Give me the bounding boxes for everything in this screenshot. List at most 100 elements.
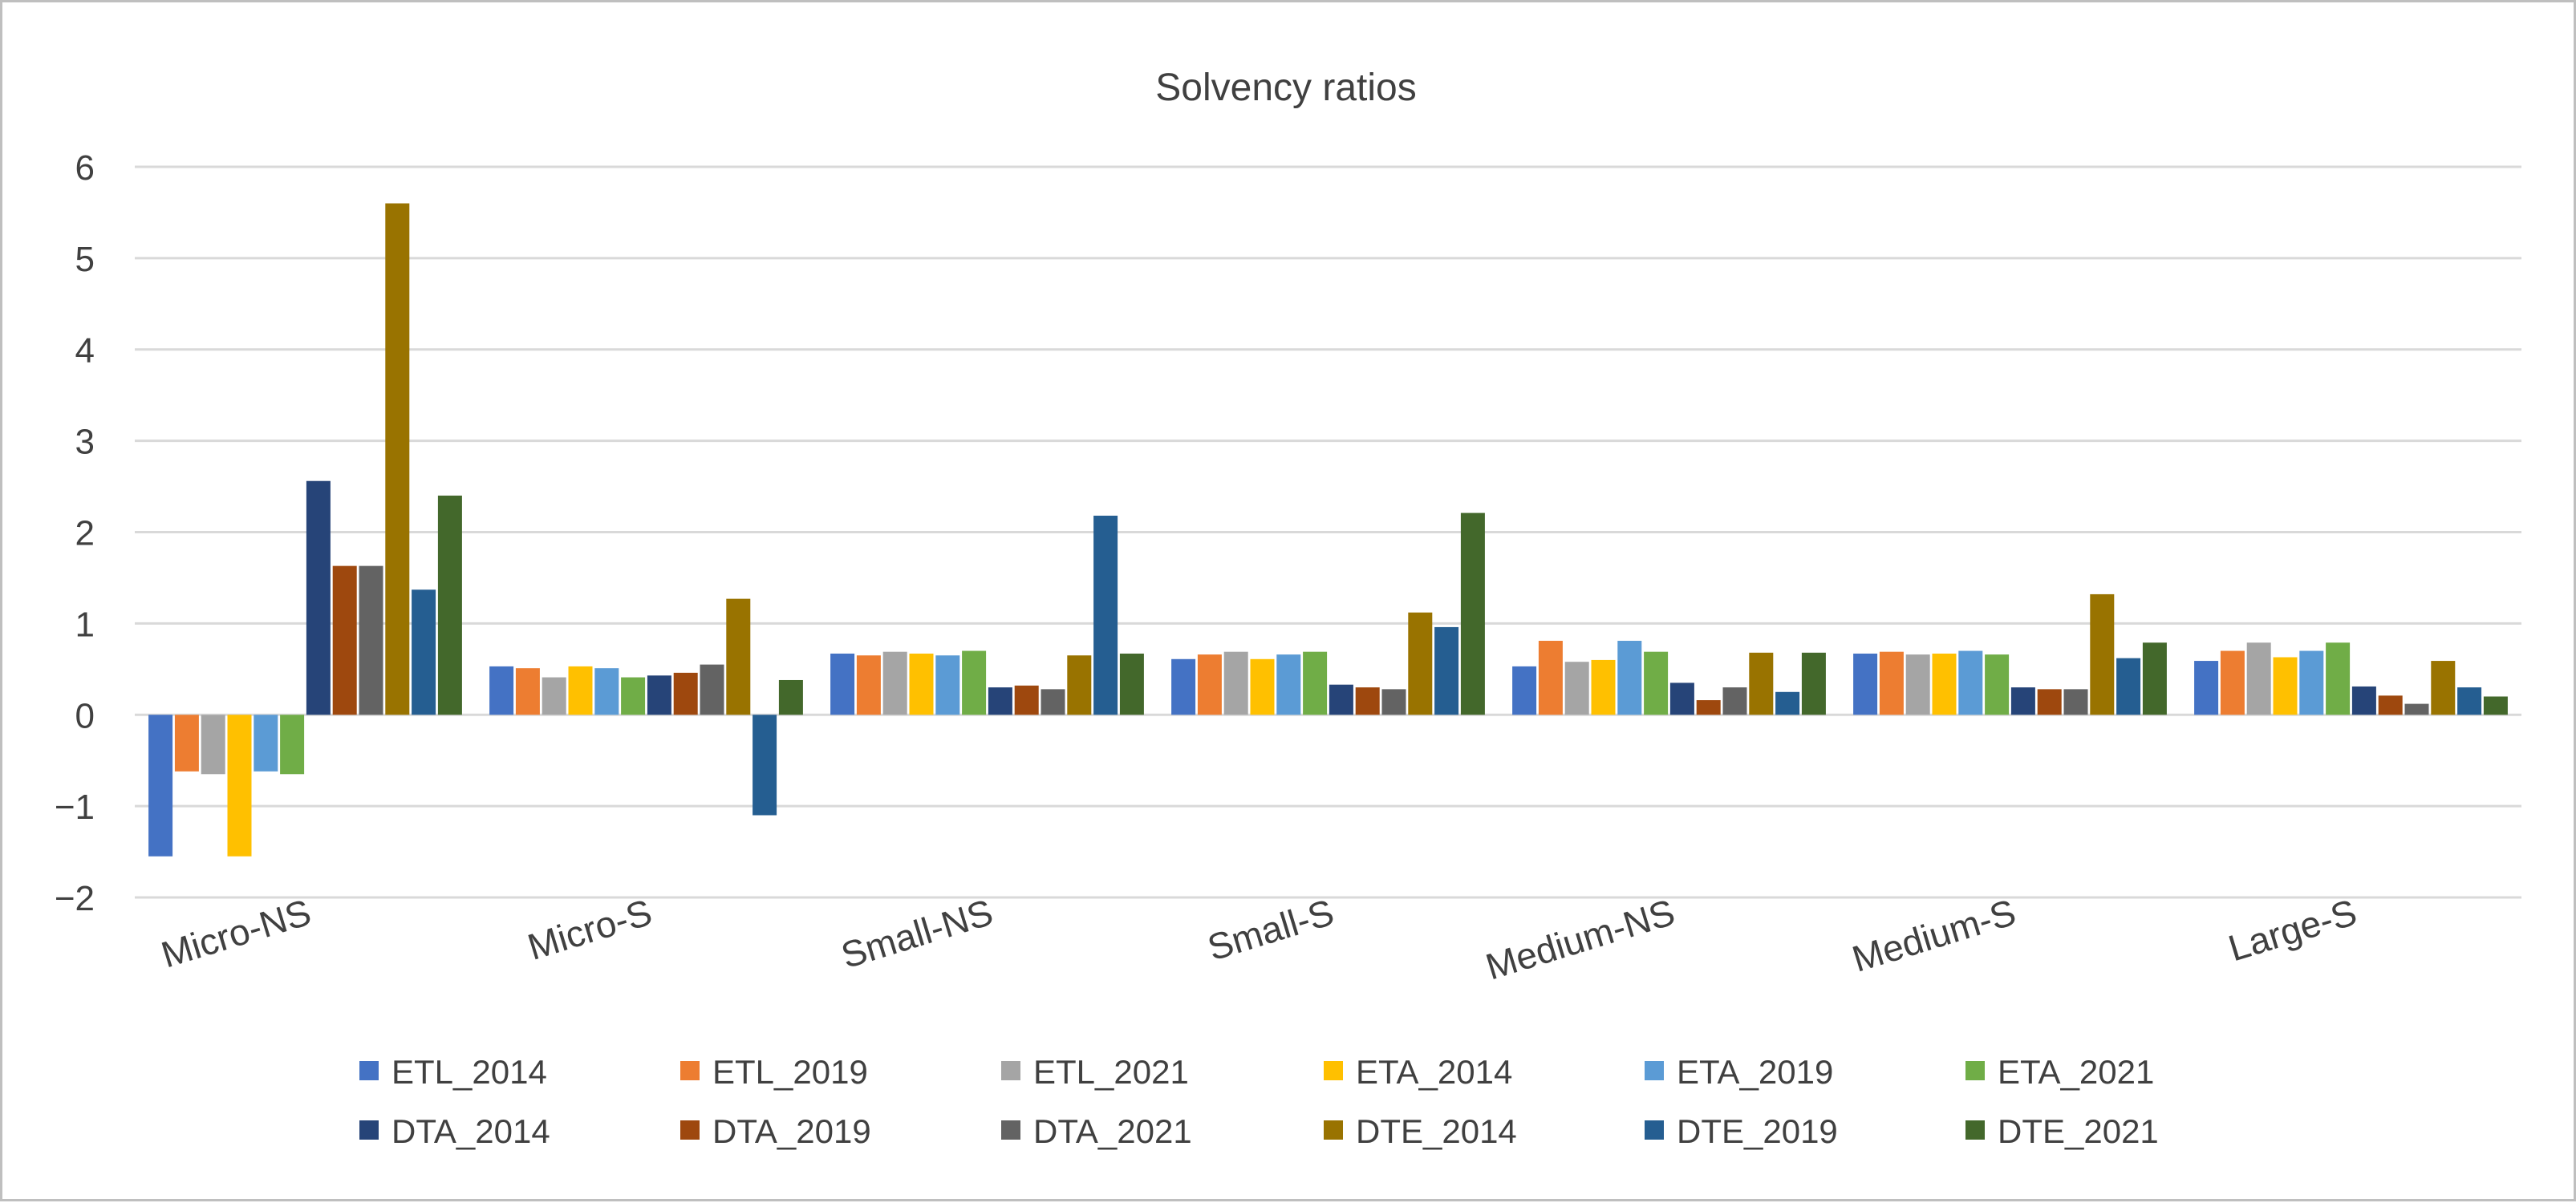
bar (647, 675, 671, 715)
bar (1749, 653, 1773, 715)
bar (1329, 685, 1353, 715)
bar (2221, 651, 2245, 715)
bar (2457, 687, 2481, 715)
bar (935, 655, 959, 715)
bar (2064, 689, 2088, 715)
bar (412, 589, 436, 715)
y-axis-ticks: −2 −1 0 1 2 3 4 5 6 (55, 148, 95, 918)
bar (201, 715, 225, 774)
bar (148, 715, 172, 857)
bar (2379, 695, 2403, 715)
legend-label: DTE_2014 (1356, 1112, 1517, 1150)
bar (306, 481, 331, 715)
bar (779, 680, 803, 715)
x-tick-label: Small-S (1203, 891, 1338, 969)
bar (280, 715, 304, 774)
bar (1171, 659, 1195, 715)
bar (1120, 654, 1144, 715)
legend-label: ETA_2021 (1998, 1053, 2154, 1091)
x-axis-ticks: Micro-NS Micro-S Small-NS Small-S Medium-NS M… (156, 891, 2362, 988)
bar (2011, 687, 2035, 715)
legend-label: ETL_2019 (712, 1053, 868, 1091)
legend-label: DTA_2021 (1033, 1112, 1192, 1150)
legend-label: DTE_2021 (1998, 1112, 2159, 1150)
bar (1958, 651, 1982, 715)
bar (1723, 687, 1747, 715)
y-tick-label: 2 (75, 514, 95, 553)
bar (489, 666, 513, 715)
y-tick-label: 0 (75, 696, 95, 735)
bar (228, 715, 252, 857)
bar (2326, 642, 2350, 715)
bar (2274, 658, 2298, 715)
bar (1512, 666, 1536, 715)
bar (1697, 700, 1721, 715)
bar (857, 655, 881, 715)
bar (1224, 652, 1248, 715)
bar (700, 665, 724, 715)
bar (2143, 642, 2167, 715)
y-tick-label: 3 (75, 423, 95, 462)
y-tick-label: −2 (55, 879, 95, 918)
bar (1251, 659, 1275, 715)
bar (753, 715, 777, 815)
bar (1408, 613, 1432, 715)
bar (726, 599, 750, 715)
bar (988, 687, 1012, 715)
bar (2247, 642, 2271, 715)
bar (385, 204, 409, 715)
bar (830, 654, 854, 715)
bar (1853, 654, 1877, 715)
bar (1198, 654, 1222, 715)
bar (1565, 662, 1589, 715)
legend-swatch (1645, 1120, 1664, 1140)
y-tick-label: 4 (75, 331, 95, 371)
legend-swatch (1324, 1120, 1343, 1140)
bar (674, 673, 698, 715)
legend-swatch (359, 1120, 379, 1140)
x-tick-label: Small-NS (836, 891, 997, 977)
y-tick-label: 1 (75, 605, 95, 644)
x-tick-label: Medium-S (1848, 891, 2021, 980)
bar (2405, 704, 2429, 715)
bar (2116, 658, 2140, 715)
bar (1539, 641, 1563, 715)
legend-swatch (1965, 1120, 1985, 1140)
bar (1802, 653, 1826, 715)
y-tick-label: 6 (75, 148, 95, 188)
y-tick-label: −1 (55, 788, 95, 827)
bar (1644, 652, 1668, 715)
legend-swatch (1965, 1061, 1985, 1080)
bar (1461, 513, 1485, 715)
bar (1382, 689, 1406, 715)
bar (1303, 652, 1327, 715)
x-tick-label: Micro-S (523, 891, 657, 968)
legend-label: DTA_2014 (391, 1112, 550, 1150)
bar (359, 566, 383, 715)
bar (2038, 689, 2062, 715)
bar (1880, 652, 1904, 715)
bar (1093, 516, 1118, 715)
legend-swatch (359, 1061, 379, 1080)
bar (1041, 689, 1065, 715)
y-tick-label: 5 (75, 240, 95, 279)
bar (516, 668, 540, 715)
legend-swatch (1001, 1061, 1020, 1080)
legend-swatch (1001, 1120, 1020, 1140)
legend-swatch (680, 1061, 700, 1080)
legend-swatch (680, 1120, 700, 1140)
bar (438, 496, 462, 715)
bar (1933, 654, 1957, 715)
legend-label: ETA_2014 (1356, 1053, 1512, 1091)
bar (1592, 660, 1616, 715)
bar (1906, 654, 1930, 715)
bar (1617, 641, 1641, 715)
bar (883, 652, 907, 715)
bar (1775, 692, 1799, 715)
legend-swatch (1324, 1061, 1343, 1080)
legend-label: ETL_2021 (1033, 1053, 1189, 1091)
bar (333, 566, 357, 715)
bar (1276, 654, 1300, 715)
